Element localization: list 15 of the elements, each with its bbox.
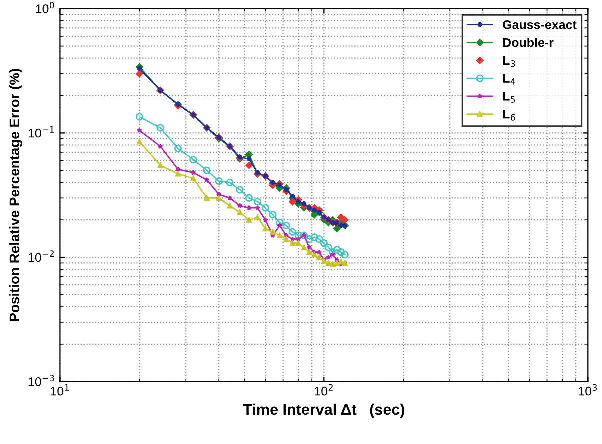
y-tick-label: 10$^{−3}$ bbox=[28, 374, 54, 386]
legend-label: L$_{4}$ bbox=[503, 74, 516, 85]
legend-label: Double-r bbox=[503, 38, 554, 48]
y-tick-label: 10$^{−2}$ bbox=[28, 250, 54, 262]
legend-label: Gauss-exact bbox=[503, 20, 577, 30]
x-tick-label: 10$^{2}$ bbox=[315, 384, 333, 396]
x-tick-label: 10$^{3}$ bbox=[579, 384, 598, 396]
legend-label: L$_{6}$ bbox=[503, 110, 516, 121]
y-tick-label: 10$^{−1}$ bbox=[28, 126, 54, 138]
y-tick-label: 10$^{0}$ bbox=[36, 2, 54, 14]
x-tick-label: 10$^{1}$ bbox=[51, 384, 69, 396]
x-axis-title: Time Interval Δt (sec) bbox=[243, 404, 404, 418]
legend-label: L$_{3}$ bbox=[503, 56, 516, 68]
y-axis-title: Position Relative Percentage Error (%) bbox=[9, 69, 22, 322]
legend-label: L$_{5}$ bbox=[503, 92, 516, 103]
